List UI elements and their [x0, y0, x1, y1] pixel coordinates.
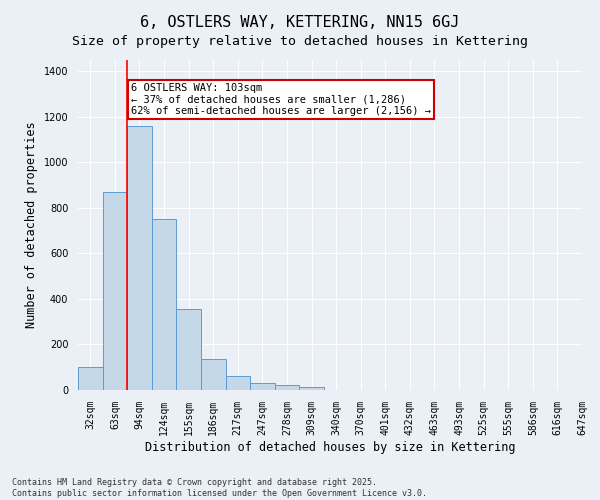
- Text: 6 OSTLERS WAY: 103sqm
← 37% of detached houses are smaller (1,286)
62% of semi-d: 6 OSTLERS WAY: 103sqm ← 37% of detached …: [131, 83, 431, 116]
- X-axis label: Distribution of detached houses by size in Kettering: Distribution of detached houses by size …: [145, 440, 515, 454]
- Y-axis label: Number of detached properties: Number of detached properties: [25, 122, 38, 328]
- Bar: [152, 220, 176, 390]
- Text: Contains HM Land Registry data © Crown copyright and database right 2025.
Contai: Contains HM Land Registry data © Crown c…: [12, 478, 427, 498]
- Bar: [78, 367, 103, 390]
- Text: 6, OSTLERS WAY, KETTERING, NN15 6GJ: 6, OSTLERS WAY, KETTERING, NN15 6GJ: [140, 15, 460, 30]
- Bar: [250, 383, 275, 390]
- Bar: [103, 192, 127, 390]
- Bar: [127, 126, 152, 390]
- Bar: [226, 376, 250, 390]
- Bar: [299, 388, 324, 390]
- Bar: [275, 386, 299, 390]
- Bar: [176, 309, 201, 390]
- Bar: [201, 360, 226, 390]
- Text: Size of property relative to detached houses in Kettering: Size of property relative to detached ho…: [72, 35, 528, 48]
